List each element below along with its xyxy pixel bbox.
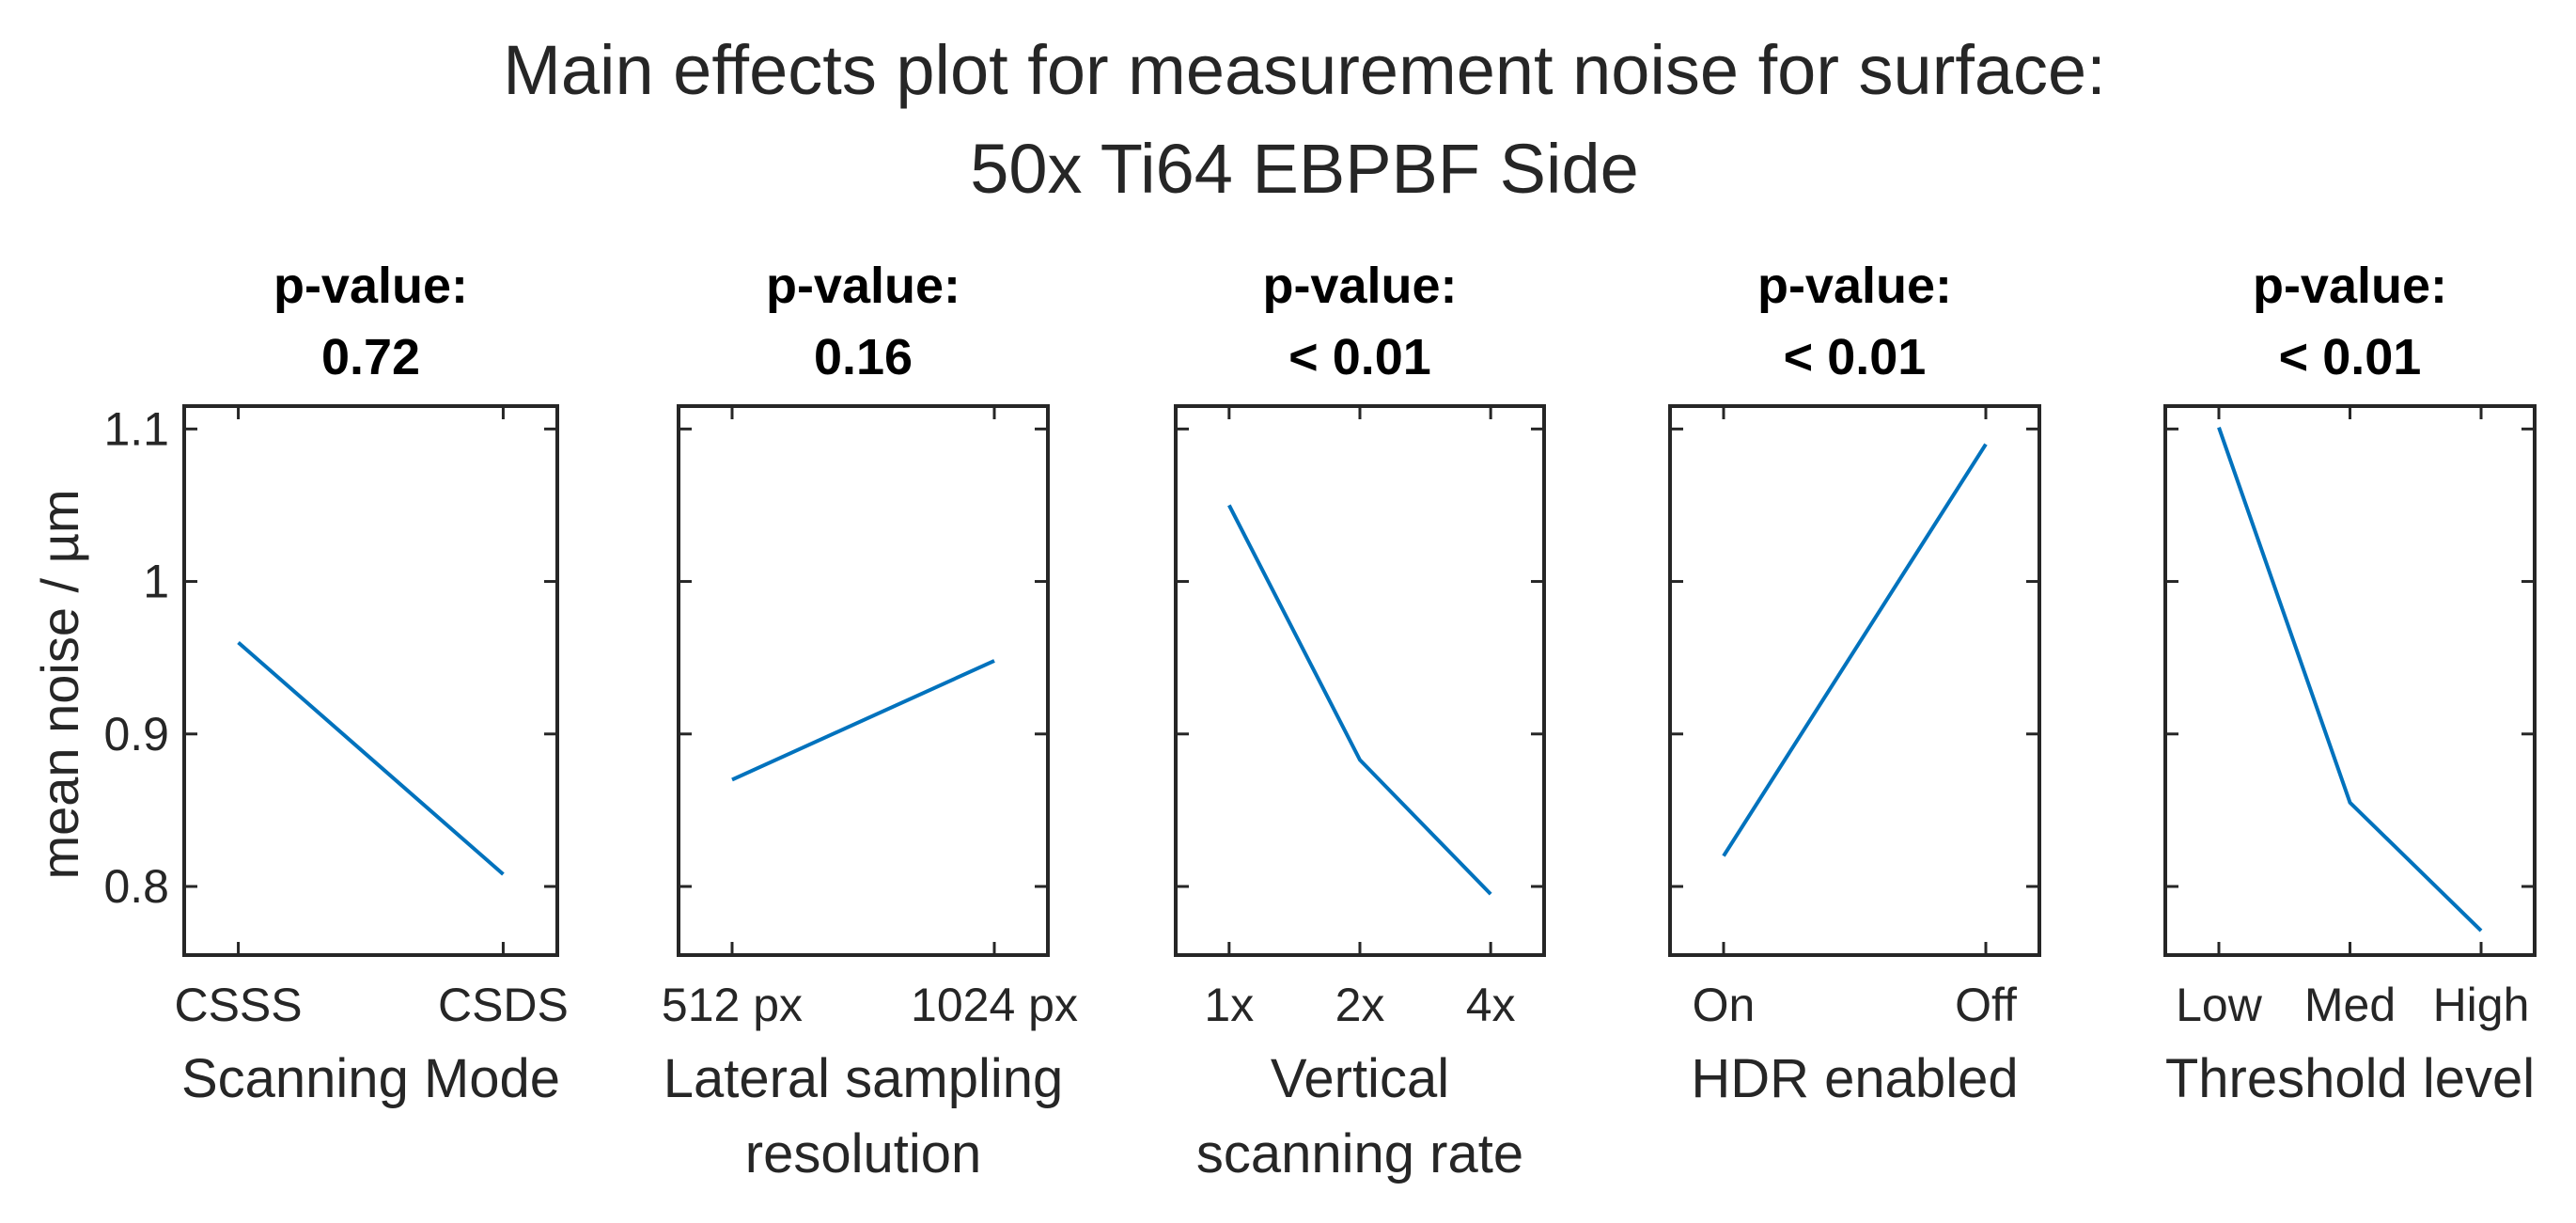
panel-axes-frame xyxy=(1174,404,1546,957)
panels-group: p-value: 0.72 0.8 0.9 1 1.1 CSSS CSDS Scanning M… xyxy=(103,258,2537,1184)
panel-pvalue-title: p-value: xyxy=(766,258,960,314)
panel-axes-frame xyxy=(2163,404,2537,957)
y-tick-label: 1 xyxy=(143,556,169,608)
x-tick-label: 1024 px xyxy=(911,979,1078,1031)
x-tick-label: Low xyxy=(2176,979,2263,1031)
x-axis-label: Scanning Mode xyxy=(181,1048,560,1109)
x-tick-label: High xyxy=(2433,979,2530,1031)
main-effect-line xyxy=(1227,504,1492,896)
y-tick-label: 0.8 xyxy=(103,860,169,913)
main-effect-line xyxy=(731,659,995,782)
x-tick-label: Med xyxy=(2304,979,2396,1031)
main-effect-line xyxy=(1722,443,1988,857)
x-tick-label: 512 px xyxy=(662,979,803,1031)
panel-pvalue-title: p-value: xyxy=(2253,258,2447,314)
x-tick-label: CSDS xyxy=(438,979,569,1031)
main-effect-line xyxy=(2217,427,2483,933)
main-effect-line xyxy=(237,640,505,876)
panel-axes-frame xyxy=(677,404,1050,957)
x-axis-label: Lateral sampling xyxy=(664,1048,1064,1109)
panel-4: p-value: < 0.01 On Off HDR enabled xyxy=(1668,258,2041,1109)
x-tick-label: 2x xyxy=(1335,979,1385,1031)
x-axis-label: resolution xyxy=(745,1123,981,1184)
y-tick-label: 0.9 xyxy=(103,708,169,760)
chart-title-line-2: 50x Ti64 EBPBF Side xyxy=(970,130,1639,208)
x-axis-label: HDR enabled xyxy=(1691,1048,2018,1109)
x-tick-label: 1x xyxy=(1204,979,1254,1031)
x-tick-label: Off xyxy=(1955,979,2017,1031)
panel-3: p-value: < 0.01 1x 2x 4x Vertical scanning rat… xyxy=(1174,258,1546,1184)
x-axis-label: Threshold level xyxy=(2165,1048,2535,1109)
panel-pvalue-title: p-value: xyxy=(273,258,468,314)
panel-pvalue: < 0.01 xyxy=(2279,329,2422,385)
panel-axes-frame xyxy=(1668,404,2041,957)
chart-title-line-1: Main effects plot for measurement noise … xyxy=(503,31,2106,109)
y-tick-label: 1.1 xyxy=(103,402,169,455)
y-axis-label: mean noise / µm xyxy=(30,489,89,879)
panel-pvalue: < 0.01 xyxy=(1784,329,1927,385)
panel-pvalue: < 0.01 xyxy=(1288,329,1431,385)
panel-pvalue-title: p-value: xyxy=(1262,258,1457,314)
x-axis-label: Vertical xyxy=(1271,1048,1449,1109)
x-tick-label: On xyxy=(1693,979,1756,1031)
x-tick-label: CSSS xyxy=(174,979,302,1031)
panel-2: p-value: 0.16 512 px 1024 px Lateral samplin… xyxy=(662,258,1078,1184)
panel-pvalue: 0.72 xyxy=(321,329,420,385)
panel-1: p-value: 0.72 0.8 0.9 1 1.1 CSSS CSDS Scanning M… xyxy=(103,258,568,1109)
panel-axes-frame xyxy=(182,404,559,957)
x-tick-label: 4x xyxy=(1466,979,1516,1031)
panel-5: p-value: < 0.01 Low Med High Threshold level xyxy=(2163,258,2537,1109)
x-axis-label: scanning rate xyxy=(1196,1123,1523,1184)
panel-pvalue-title: p-value: xyxy=(1757,258,1952,314)
panel-pvalue: 0.16 xyxy=(814,329,913,385)
